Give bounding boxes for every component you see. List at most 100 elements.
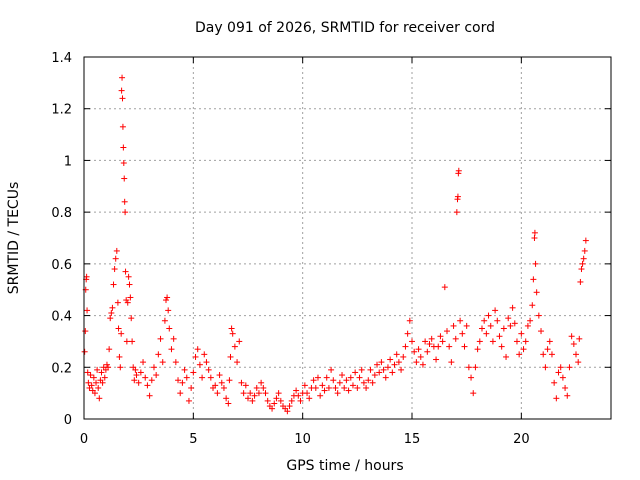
data-point (522, 338, 529, 345)
data-point (112, 255, 119, 262)
data-point (463, 322, 470, 329)
data-point (578, 266, 585, 273)
data-point (128, 315, 135, 322)
data-point (277, 397, 284, 404)
data-point (500, 325, 507, 332)
data-point (161, 317, 168, 324)
data-point (453, 209, 460, 216)
data-point (485, 312, 492, 319)
data-point (225, 400, 232, 407)
data-point (352, 369, 359, 376)
data-point (113, 247, 120, 254)
data-point (367, 366, 374, 373)
y-axis-ticks: 0 0.2 0.4 0.6 0.8 1 1.2 1.4 (51, 51, 611, 428)
data-point (564, 392, 571, 399)
data-point (118, 87, 125, 94)
data-point (207, 374, 214, 381)
data-point (343, 377, 350, 384)
data-point (422, 338, 429, 345)
data-point (188, 384, 195, 391)
data-point (310, 377, 317, 384)
data-point (452, 335, 459, 342)
data-point (531, 235, 538, 241)
data-point (87, 372, 94, 379)
data-point (179, 379, 186, 386)
data-point (226, 377, 233, 384)
data-point (196, 361, 203, 368)
data-point (389, 369, 396, 376)
data-point (474, 346, 481, 353)
data-point (255, 390, 262, 397)
data-point (439, 338, 446, 345)
data-point (516, 351, 523, 358)
data-point (117, 364, 124, 371)
data-point (273, 395, 280, 402)
x-tick-label: 5 (189, 432, 197, 447)
data-point (107, 315, 114, 322)
data-point (119, 95, 126, 102)
data-point (258, 379, 265, 386)
data-point (387, 356, 394, 363)
data-point (170, 335, 177, 342)
data-point (131, 377, 138, 384)
x-axis-ticks: 0 5 10 15 20 (80, 57, 530, 447)
data-point (470, 390, 477, 397)
data-point (123, 338, 130, 345)
data-point (424, 348, 431, 355)
data-point (286, 403, 293, 410)
data-point (98, 369, 105, 376)
grid (84, 57, 611, 419)
data-point (249, 397, 256, 404)
data-point (437, 333, 444, 340)
data-point (253, 384, 260, 391)
data-point (365, 377, 372, 384)
data-point (153, 372, 160, 379)
data-point (332, 384, 339, 391)
data-point (374, 361, 381, 368)
data-point (532, 260, 539, 267)
data-point (530, 276, 537, 283)
data-point (216, 372, 223, 379)
data-point (83, 273, 90, 280)
data-point (577, 278, 584, 285)
data-point (137, 369, 144, 376)
data-point (402, 343, 409, 350)
data-point (166, 325, 173, 332)
data-point (411, 348, 418, 355)
data-point (199, 374, 206, 381)
y-tick-label: 0 (64, 413, 72, 428)
y-axis-title: SRMTID / TECUs (6, 182, 22, 295)
y-tick-label: 1.4 (51, 51, 72, 66)
data-point (580, 255, 587, 262)
data-point (140, 359, 147, 366)
data-point (81, 348, 88, 355)
data-point (284, 408, 291, 415)
data-point (538, 328, 545, 335)
data-point (264, 397, 271, 404)
data-point (419, 361, 426, 368)
data-point (540, 351, 547, 358)
data-point (88, 382, 95, 389)
data-point (509, 304, 516, 311)
data-point (398, 366, 405, 373)
data-point (108, 309, 115, 316)
data-point (465, 364, 472, 371)
data-point (185, 397, 192, 404)
data-point (507, 322, 514, 329)
data-point (304, 390, 311, 397)
data-point (168, 346, 175, 353)
data-point (489, 338, 496, 345)
data-point (312, 384, 319, 391)
data-point (494, 317, 501, 324)
data-point (360, 379, 367, 386)
data-point (175, 377, 182, 384)
data-point (321, 387, 328, 394)
data-point (120, 144, 127, 151)
data-point (109, 304, 116, 311)
data-point (529, 302, 536, 309)
data-point (457, 317, 464, 324)
data-point (84, 307, 91, 314)
data-point (91, 390, 98, 397)
